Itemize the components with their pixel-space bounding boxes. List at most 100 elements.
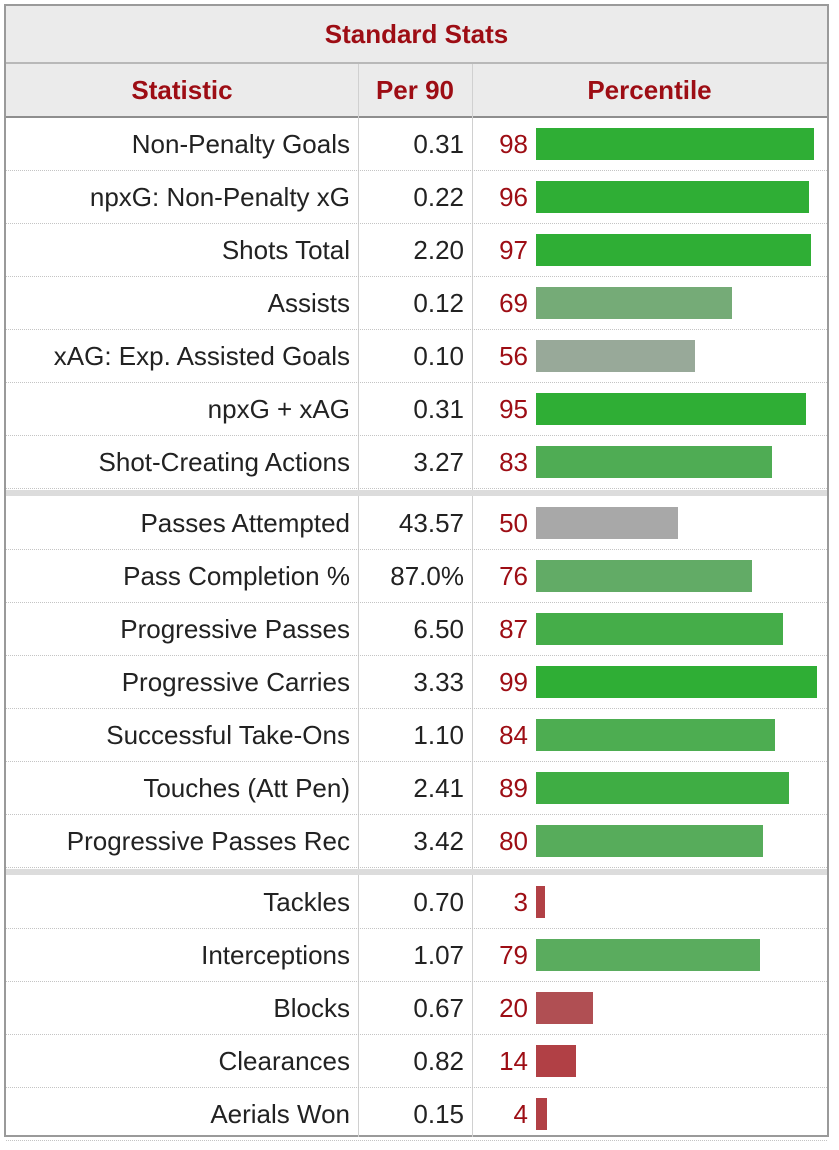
statistic-label: Passes Attempted — [140, 507, 350, 538]
table-row: Shot-Creating Actions 3.27 83 — [6, 436, 827, 489]
percentile-bar — [536, 666, 817, 698]
percentile-bar — [536, 560, 752, 592]
statistic-label: Pass Completion % — [123, 560, 350, 591]
table-row: npxG + xAG 0.31 95 — [6, 383, 827, 436]
statistic-label: Progressive Passes Rec — [66, 825, 350, 856]
percentile-value: 80 — [499, 825, 528, 856]
statistic-label: npxG: Non-Penalty xG — [89, 181, 350, 212]
percentile-value: 84 — [499, 719, 528, 750]
table-row: Aerials Won 0.15 4 — [6, 1088, 827, 1141]
statistic-label: Touches (Att Pen) — [143, 772, 350, 803]
table-title: Standard Stats — [6, 6, 827, 64]
table-row: Interceptions 1.07 79 — [6, 929, 827, 982]
statistic-label: Tackles — [263, 886, 350, 917]
percentile-value: 50 — [499, 507, 528, 538]
percentile-value: 87 — [499, 613, 528, 644]
table-row: Tackles 0.70 3 — [6, 876, 827, 929]
per90-value: 2.20 — [413, 234, 464, 265]
table-row: Progressive Carries 3.33 99 — [6, 656, 827, 709]
column-divider-2 — [472, 64, 473, 1137]
percentile-bar — [536, 719, 775, 751]
per90-value: 0.12 — [413, 287, 464, 318]
percentile-value: 20 — [499, 992, 528, 1023]
percentile-value: 96 — [499, 181, 528, 212]
table-row: xAG: Exp. Assisted Goals 0.10 56 — [6, 330, 827, 383]
table-row: Assists 0.12 69 — [6, 277, 827, 330]
per90-value: 0.67 — [413, 992, 464, 1023]
percentile-bar — [536, 1098, 547, 1130]
column-divider-1 — [358, 64, 359, 1137]
per90-value: 0.82 — [413, 1045, 464, 1076]
percentile-value: 69 — [499, 287, 528, 318]
statistic-label: Progressive Carries — [121, 666, 350, 697]
statistic-label: Shots Total — [221, 234, 350, 265]
per90-value: 0.70 — [413, 886, 464, 917]
table-row: Shots Total 2.20 97 — [6, 224, 827, 277]
header-statistic[interactable]: Statistic — [131, 74, 233, 105]
table-row: Successful Take-Ons 1.10 84 — [6, 709, 827, 762]
percentile-bar — [536, 340, 695, 372]
percentile-value: 76 — [499, 560, 528, 591]
section-separator — [6, 869, 827, 875]
percentile-bar — [536, 507, 678, 539]
statistic-label: Clearances — [218, 1045, 350, 1076]
per90-value: 43.57 — [398, 507, 464, 538]
percentile-bar — [536, 446, 772, 478]
percentile-value: 83 — [499, 446, 528, 477]
table-row: Clearances 0.82 14 — [6, 1035, 827, 1088]
table-row: Non-Penalty Goals 0.31 98 — [6, 118, 827, 171]
percentile-bar — [536, 992, 593, 1024]
table-row: Progressive Passes Rec 3.42 80 — [6, 815, 827, 868]
statistic-label: Successful Take-Ons — [106, 719, 350, 750]
table-row: Blocks 0.67 20 — [6, 982, 827, 1035]
statistic-label: Blocks — [273, 992, 350, 1023]
table-row: npxG: Non-Penalty xG 0.22 96 — [6, 171, 827, 224]
table-row: Touches (Att Pen) 2.41 89 — [6, 762, 827, 815]
statistic-label: Interceptions — [201, 939, 350, 970]
per90-value: 3.27 — [413, 446, 464, 477]
per90-value: 3.33 — [413, 666, 464, 697]
per90-value: 0.10 — [413, 340, 464, 371]
per90-value: 87.0% — [390, 560, 464, 591]
per90-value: 6.50 — [413, 613, 464, 644]
per90-value: 0.31 — [413, 393, 464, 424]
statistic-label: Shot-Creating Actions — [98, 446, 350, 477]
percentile-bar — [536, 287, 732, 319]
percentile-value: 89 — [499, 772, 528, 803]
percentile-value: 99 — [499, 666, 528, 697]
percentile-bar — [536, 613, 783, 645]
header-per90[interactable]: Per 90 — [375, 74, 455, 105]
percentile-bar — [536, 181, 809, 213]
stats-table: Standard Stats Statistic Per 90 Percenti… — [4, 4, 829, 1141]
statistic-label: npxG + xAG — [207, 393, 350, 424]
section-separator — [6, 490, 827, 496]
header-percentile[interactable]: Percentile — [587, 74, 712, 105]
header-row: Statistic Per 90 Percentile — [6, 64, 827, 118]
per90-value: 0.22 — [413, 181, 464, 212]
percentile-value: 4 — [513, 1098, 528, 1129]
per90-value: 1.07 — [413, 939, 464, 970]
percentile-bar — [536, 886, 545, 918]
statistic-label: Assists — [267, 287, 350, 318]
per90-value: 3.42 — [413, 825, 464, 856]
percentile-bar — [536, 393, 806, 425]
percentile-bar — [536, 128, 814, 160]
per90-value: 2.41 — [413, 772, 464, 803]
statistic-label: Non-Penalty Goals — [131, 128, 350, 159]
statistic-label: xAG: Exp. Assisted Goals — [53, 340, 350, 371]
percentile-value: 95 — [499, 393, 528, 424]
table-row: Progressive Passes 6.50 87 — [6, 603, 827, 656]
percentile-value: 14 — [499, 1045, 528, 1076]
percentile-value: 56 — [499, 340, 528, 371]
statistic-label: Progressive Passes — [120, 613, 350, 644]
percentile-value: 79 — [499, 939, 528, 970]
table-row: Passes Attempted 43.57 50 — [6, 497, 827, 550]
percentile-bar — [536, 234, 811, 266]
percentile-bar — [536, 825, 763, 857]
percentile-bar — [536, 939, 760, 971]
percentile-value: 97 — [499, 234, 528, 265]
per90-value: 1.10 — [413, 719, 464, 750]
statistic-label: Aerials Won — [210, 1098, 350, 1129]
per90-value: 0.31 — [413, 128, 464, 159]
percentile-value: 98 — [499, 128, 528, 159]
